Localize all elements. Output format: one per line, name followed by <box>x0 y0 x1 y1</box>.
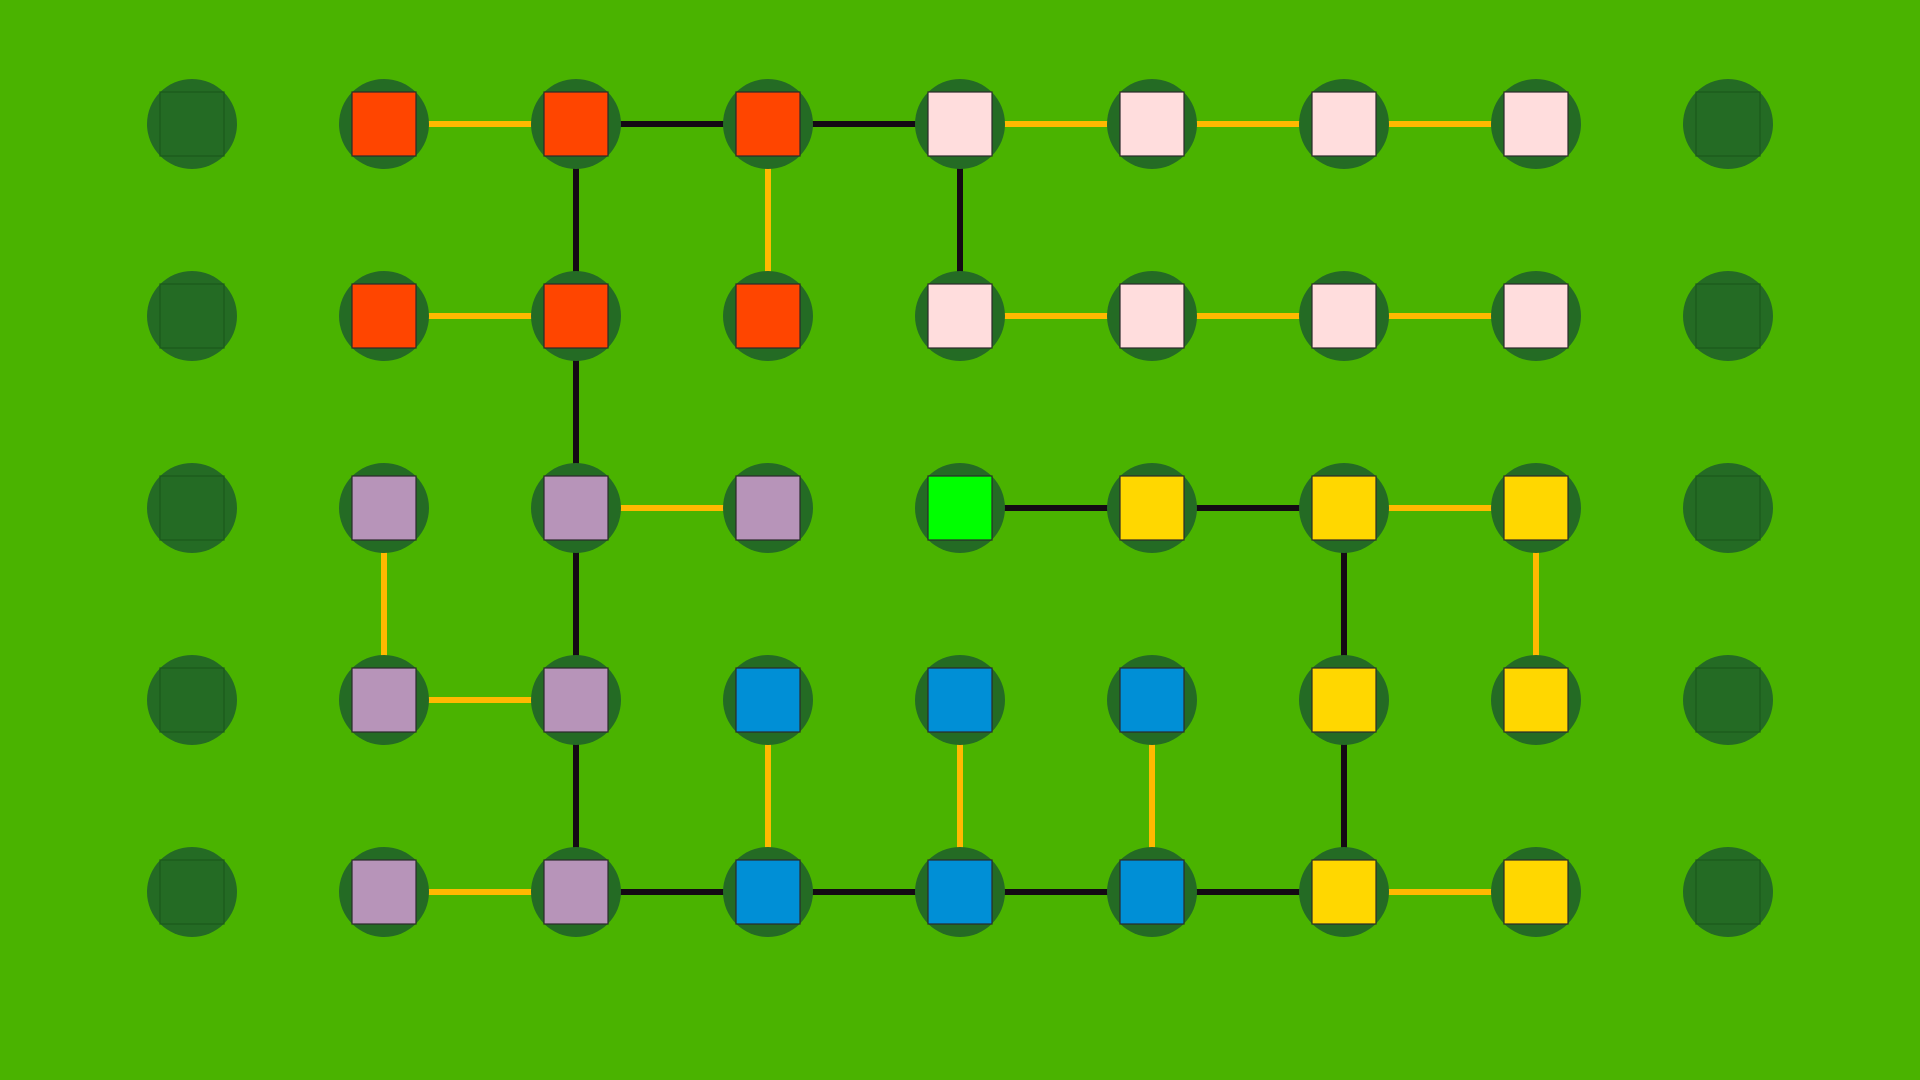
tile-pink <box>1503 283 1569 349</box>
tile-yellow <box>1503 475 1569 541</box>
board-node[interactable] <box>147 847 237 937</box>
tile-blue <box>735 859 801 925</box>
tile-empty <box>159 91 225 157</box>
board-node[interactable] <box>1107 655 1197 745</box>
tile-purple <box>543 859 609 925</box>
tile-blue <box>1119 859 1185 925</box>
board-node[interactable] <box>339 847 429 937</box>
tile-yellow <box>1311 859 1377 925</box>
tile-pink <box>927 91 993 157</box>
board-node[interactable] <box>723 79 813 169</box>
tile-blue <box>1119 667 1185 733</box>
tile-pink <box>927 283 993 349</box>
board-node[interactable] <box>1299 79 1389 169</box>
tile-purple <box>543 667 609 733</box>
board-node[interactable] <box>1491 271 1581 361</box>
board-node[interactable] <box>339 79 429 169</box>
board-node[interactable] <box>723 847 813 937</box>
tile-purple <box>351 475 417 541</box>
tile-purple <box>543 475 609 541</box>
tile-empty <box>1695 283 1761 349</box>
tile-orange <box>351 283 417 349</box>
board-node[interactable] <box>531 655 621 745</box>
tile-pink <box>1311 91 1377 157</box>
board-node[interactable] <box>1107 847 1197 937</box>
nodes-layer <box>147 79 1773 937</box>
board-node[interactable] <box>531 847 621 937</box>
board-node[interactable] <box>339 463 429 553</box>
tile-orange <box>543 283 609 349</box>
tile-orange <box>543 91 609 157</box>
tile-green <box>927 475 993 541</box>
tile-blue <box>735 667 801 733</box>
tile-empty <box>1695 859 1761 925</box>
tile-empty <box>159 283 225 349</box>
tile-orange <box>735 283 801 349</box>
board-node[interactable] <box>723 271 813 361</box>
board-node[interactable] <box>1299 271 1389 361</box>
board-node[interactable] <box>1491 79 1581 169</box>
board-node[interactable] <box>1491 463 1581 553</box>
tile-purple <box>351 667 417 733</box>
board-node[interactable] <box>723 463 813 553</box>
board-node[interactable] <box>1107 79 1197 169</box>
board-node[interactable] <box>339 271 429 361</box>
tile-empty <box>159 475 225 541</box>
board-node[interactable] <box>1107 271 1197 361</box>
board-node[interactable] <box>915 271 1005 361</box>
tile-yellow <box>1119 475 1185 541</box>
board-node[interactable] <box>915 79 1005 169</box>
board-node[interactable] <box>531 79 621 169</box>
tile-pink <box>1503 91 1569 157</box>
tile-empty <box>1695 475 1761 541</box>
board-node[interactable] <box>1683 271 1773 361</box>
board-node[interactable] <box>147 463 237 553</box>
tile-orange <box>735 91 801 157</box>
board-node[interactable] <box>1683 655 1773 745</box>
tile-purple <box>351 859 417 925</box>
board-node[interactable] <box>1299 463 1389 553</box>
tile-yellow <box>1503 667 1569 733</box>
board-node[interactable] <box>915 655 1005 745</box>
tile-pink <box>1311 283 1377 349</box>
board-node[interactable] <box>915 463 1005 553</box>
tile-pink <box>1119 283 1185 349</box>
board-node[interactable] <box>147 271 237 361</box>
board-node[interactable] <box>1683 463 1773 553</box>
board-node[interactable] <box>1299 847 1389 937</box>
board-node[interactable] <box>531 463 621 553</box>
board-node[interactable] <box>339 655 429 745</box>
tile-yellow <box>1311 475 1377 541</box>
tile-purple <box>735 475 801 541</box>
board-node[interactable] <box>531 271 621 361</box>
board-node[interactable] <box>1683 847 1773 937</box>
tile-empty <box>159 859 225 925</box>
tile-orange <box>351 91 417 157</box>
board-node[interactable] <box>147 655 237 745</box>
board-node[interactable] <box>147 79 237 169</box>
tile-empty <box>159 667 225 733</box>
board-node[interactable] <box>1299 655 1389 745</box>
tile-empty <box>1695 667 1761 733</box>
tile-pink <box>1119 91 1185 157</box>
board-node[interactable] <box>1107 463 1197 553</box>
board-node[interactable] <box>1683 79 1773 169</box>
tile-yellow <box>1311 667 1377 733</box>
tile-yellow <box>1503 859 1569 925</box>
tile-blue <box>927 667 993 733</box>
board-node[interactable] <box>1491 655 1581 745</box>
board-node[interactable] <box>915 847 1005 937</box>
tile-blue <box>927 859 993 925</box>
board-node[interactable] <box>723 655 813 745</box>
tile-empty <box>1695 91 1761 157</box>
board-node[interactable] <box>1491 847 1581 937</box>
